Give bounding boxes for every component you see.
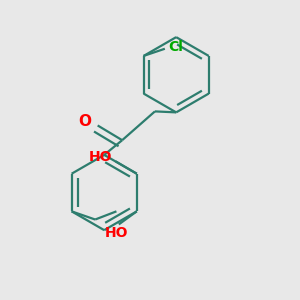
Text: HO: HO <box>89 150 112 164</box>
Text: O: O <box>79 114 92 129</box>
Text: HO: HO <box>104 226 128 240</box>
Text: Cl: Cl <box>168 40 183 54</box>
